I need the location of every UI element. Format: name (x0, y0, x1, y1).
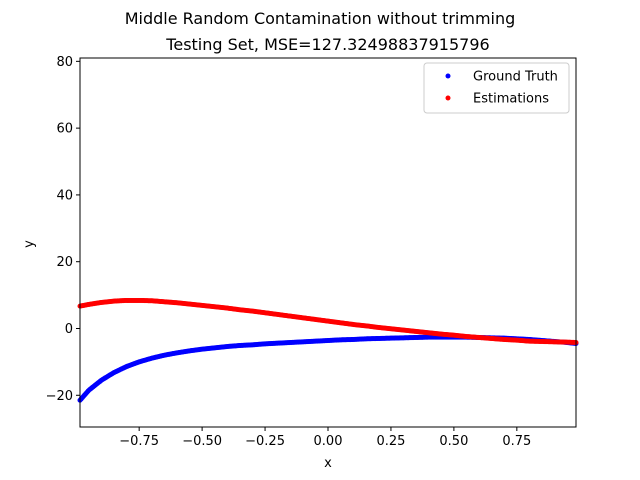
chart-title: Middle Random Contamination without trim… (125, 9, 516, 28)
x-tick-label: 0.25 (376, 434, 405, 449)
legend: Ground Truth Estimations (423, 62, 570, 114)
x-tick-label: 0.75 (502, 434, 531, 449)
legend-box (423, 62, 570, 114)
x-tick-label: 0.00 (314, 434, 343, 449)
y-tick-label: 80 (56, 55, 73, 70)
legend-label-estimations: Estimations (473, 92, 549, 107)
plot-area (77, 297, 579, 403)
y-tick-label: 40 (56, 188, 73, 203)
legend-label-ground-truth: Ground Truth (473, 70, 558, 85)
y-axis-label: y (22, 240, 37, 248)
series-estimations (77, 297, 579, 346)
x-axis-label: x (324, 456, 332, 471)
y-tick-label: −20 (46, 389, 73, 404)
x-tick-label: −0.25 (245, 434, 285, 449)
legend-marker-ground-truth (445, 73, 451, 79)
y-tick-label: 20 (56, 255, 73, 270)
x-tick-label: −0.50 (182, 434, 222, 449)
y-tick-label: 0 (65, 322, 73, 337)
chart-subtitle: Testing Set, MSE=127.32498837915796 (165, 35, 489, 54)
series-ground-truth (77, 334, 579, 403)
x-tick-label: −0.75 (119, 434, 159, 449)
legend-marker-estimations (445, 95, 451, 101)
x-tick-label: 0.50 (439, 434, 468, 449)
axes: −0.75 −0.50 −0.25 0.00 0.25 0.50 0.75 −20 0 20 40 6… (46, 55, 577, 449)
y-tick-label: 60 (56, 122, 73, 137)
